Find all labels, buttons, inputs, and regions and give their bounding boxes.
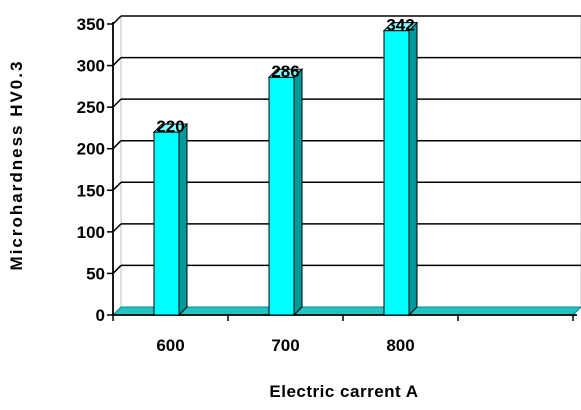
bar xyxy=(382,21,419,317)
bar-top xyxy=(267,68,304,78)
gridline-depth xyxy=(112,15,122,25)
back-wall xyxy=(120,15,581,308)
y-tick-label: 200 xyxy=(77,140,105,159)
chart-back-wall xyxy=(112,14,581,317)
bar xyxy=(267,68,304,317)
gridline-depth xyxy=(112,181,122,191)
bar-front xyxy=(153,131,180,316)
y-tick-label: 250 xyxy=(77,98,105,117)
x-tick-label: 700 xyxy=(271,336,299,355)
y-tick-label: 0 xyxy=(96,306,105,325)
bar-side xyxy=(408,21,418,317)
bar-top xyxy=(152,123,189,133)
y-tick-label: 300 xyxy=(77,57,105,76)
y-tick-label: 50 xyxy=(86,264,105,283)
axes xyxy=(107,22,577,321)
data-labels: 220 286 342 xyxy=(156,16,414,136)
x-axis-title: Electric carrent A xyxy=(269,382,418,401)
gridline-depth xyxy=(112,140,122,150)
bar-front xyxy=(268,76,295,316)
data-label: 286 xyxy=(271,62,299,81)
gridlines xyxy=(112,15,581,274)
bar-side xyxy=(178,122,188,317)
bar-side xyxy=(293,68,303,317)
y-tick-label: 100 xyxy=(77,223,105,242)
gridline-depth xyxy=(112,264,122,274)
y-axis-title: Microhardness HV0.3 xyxy=(7,60,26,271)
x-tick-label: 800 xyxy=(386,336,414,355)
bars xyxy=(152,21,419,317)
gridline-depth xyxy=(112,98,122,108)
bar-top xyxy=(382,22,419,32)
y-tick-label: 350 xyxy=(77,15,105,34)
data-label: 342 xyxy=(386,16,414,35)
data-label: 220 xyxy=(156,117,184,136)
bar-front xyxy=(383,30,410,316)
y-tick-label: 150 xyxy=(77,181,105,200)
gridline-depth xyxy=(112,57,122,67)
gridline-depth xyxy=(112,223,122,233)
bar xyxy=(152,122,189,317)
x-tick-label: 600 xyxy=(156,336,184,355)
tick-labels: 0 50 100 150 200 250 300 350 600 700 800 xyxy=(77,15,415,355)
